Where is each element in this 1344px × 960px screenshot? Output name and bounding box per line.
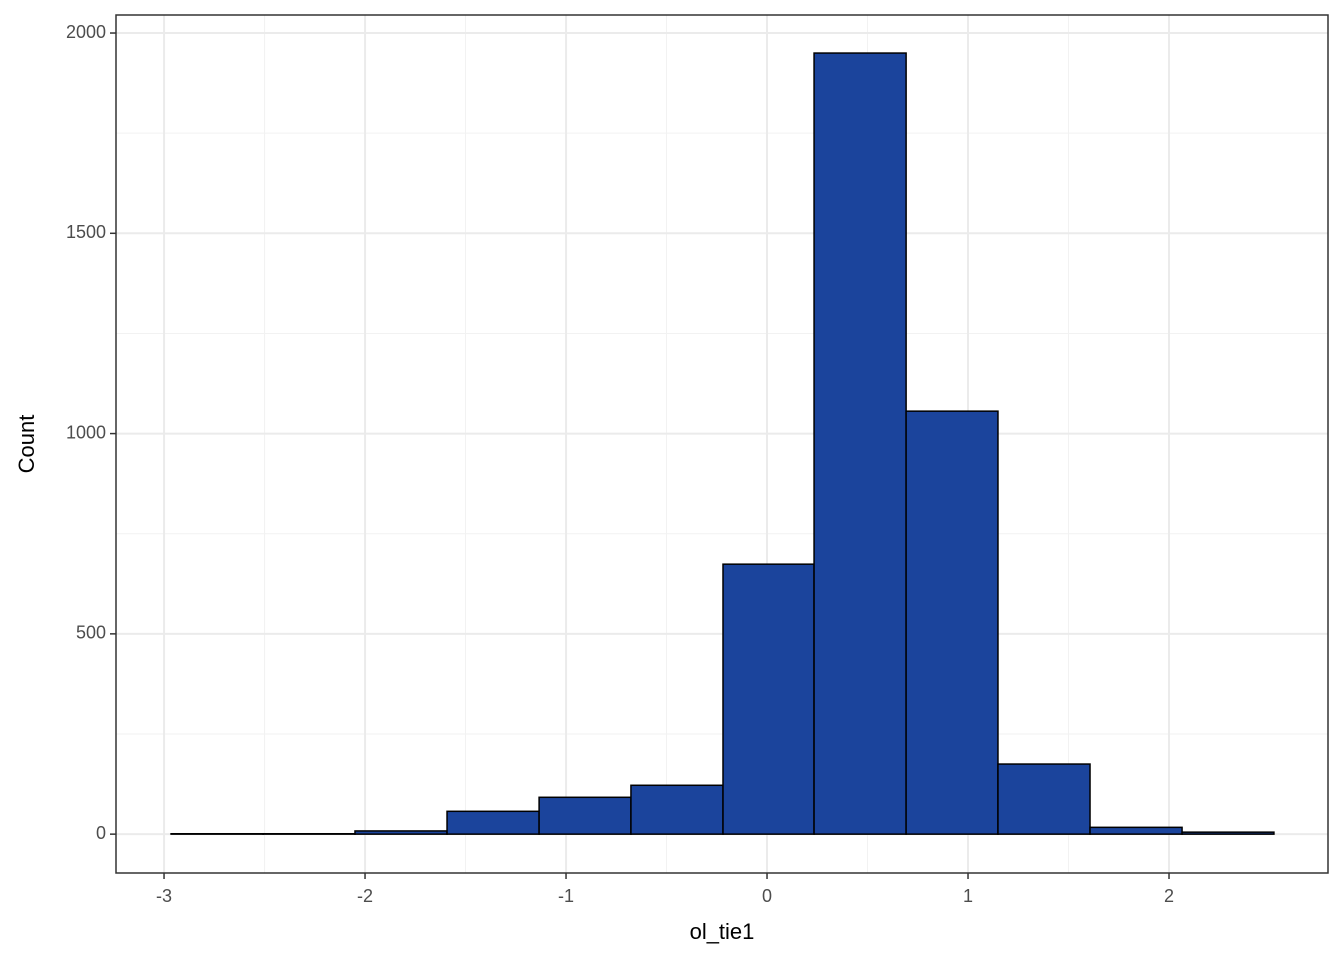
bar [1181, 831, 1275, 835]
panel-border [115, 14, 1329, 874]
x-tick-label: 2 [1164, 886, 1174, 906]
bar [905, 410, 999, 835]
bar [722, 563, 815, 835]
bar [538, 796, 632, 835]
x-tick-label: -3 [156, 886, 172, 906]
x-tick-label: -1 [558, 886, 574, 906]
bar [354, 830, 448, 835]
x-tick-label: -2 [357, 886, 373, 906]
y-axis-title: Count [14, 415, 39, 474]
x-tick-label: 0 [762, 886, 772, 906]
y-tick-label: 2000 [66, 22, 106, 42]
y-tick-label: 1000 [66, 422, 106, 442]
panel [116, 15, 1328, 873]
y-tick-label: 500 [76, 623, 106, 643]
y-tick-label: 1500 [66, 222, 106, 242]
bar [1089, 826, 1183, 835]
bar [813, 52, 907, 835]
x-tick-label: 1 [963, 886, 973, 906]
y-tick-label: 0 [96, 823, 106, 843]
bar [997, 763, 1091, 835]
x-axis-title: ol_tie1 [690, 919, 755, 944]
bar [446, 810, 540, 835]
bar [630, 784, 724, 835]
